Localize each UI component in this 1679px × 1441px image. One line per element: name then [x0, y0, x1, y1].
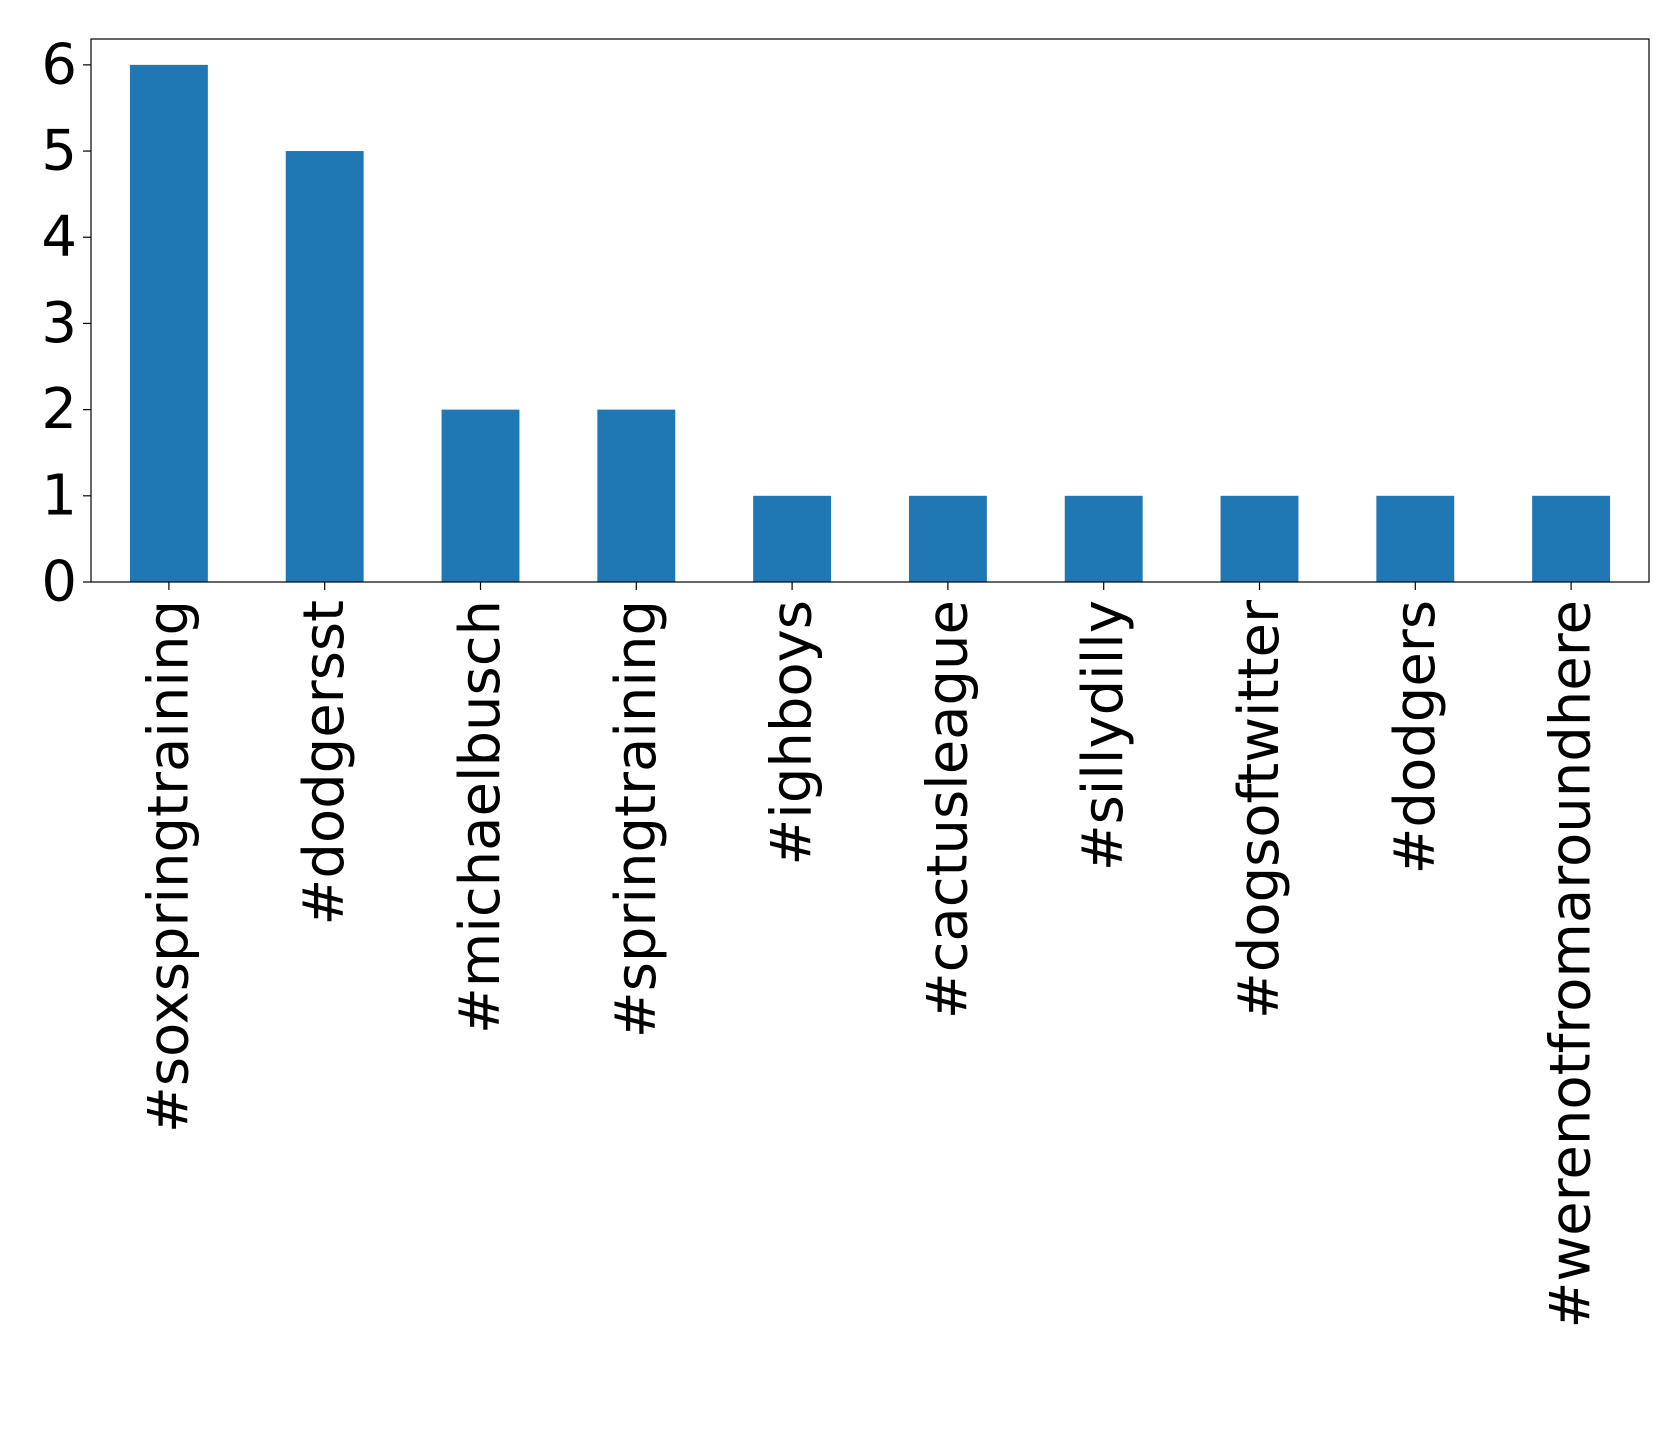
x-tick-label: #michaelbusch	[448, 600, 513, 1034]
bar-sillydilly	[1064, 495, 1143, 582]
bar-dodgers	[1376, 495, 1455, 582]
y-tick-label: 5	[41, 119, 77, 184]
y-tick-label: 3	[41, 291, 77, 356]
bar-dodgersst	[285, 151, 364, 583]
bar-soxspringtraining	[129, 64, 208, 583]
bars-group	[129, 64, 1611, 583]
y-tick-label: 0	[41, 550, 77, 615]
x-tick-label: #soxspringtraining	[136, 600, 201, 1133]
x-tick-label: #springtraining	[604, 600, 669, 1038]
y-tick-label: 2	[41, 377, 77, 442]
x-tick-label: #dodgersst	[292, 600, 357, 926]
y-tick-label: 1	[41, 463, 77, 528]
bar-springtraining	[597, 409, 676, 582]
axes-group	[90, 38, 1650, 583]
bar-michaelbusch	[441, 409, 520, 582]
x-tick-label: #sillydilly	[1071, 600, 1136, 871]
x-tick-label: #werenotfromaroundhere	[1539, 600, 1604, 1329]
bar-dogsoftwitter	[1220, 495, 1299, 582]
x-tick-label: #dodgers	[1383, 600, 1448, 874]
y-tick-label: 4	[41, 205, 77, 270]
x-tick-label: #cactusleague	[915, 600, 980, 1019]
y-tick-label: 6	[41, 32, 77, 97]
plot-frame	[90, 38, 1650, 583]
x-tick-label: #dogsoftwitter	[1227, 599, 1292, 1019]
bar-ighboys	[753, 495, 832, 582]
bar-cactusleague	[908, 495, 987, 582]
bar-werenotfromaroundhere	[1532, 495, 1611, 582]
x-axis-ticks: #soxspringtraining #dodgersst #michaelbusc…	[136, 582, 1604, 1329]
x-tick-label: #ighboys	[760, 600, 825, 866]
y-axis-ticks: 0 1 2 3 4 5 6	[41, 32, 91, 615]
